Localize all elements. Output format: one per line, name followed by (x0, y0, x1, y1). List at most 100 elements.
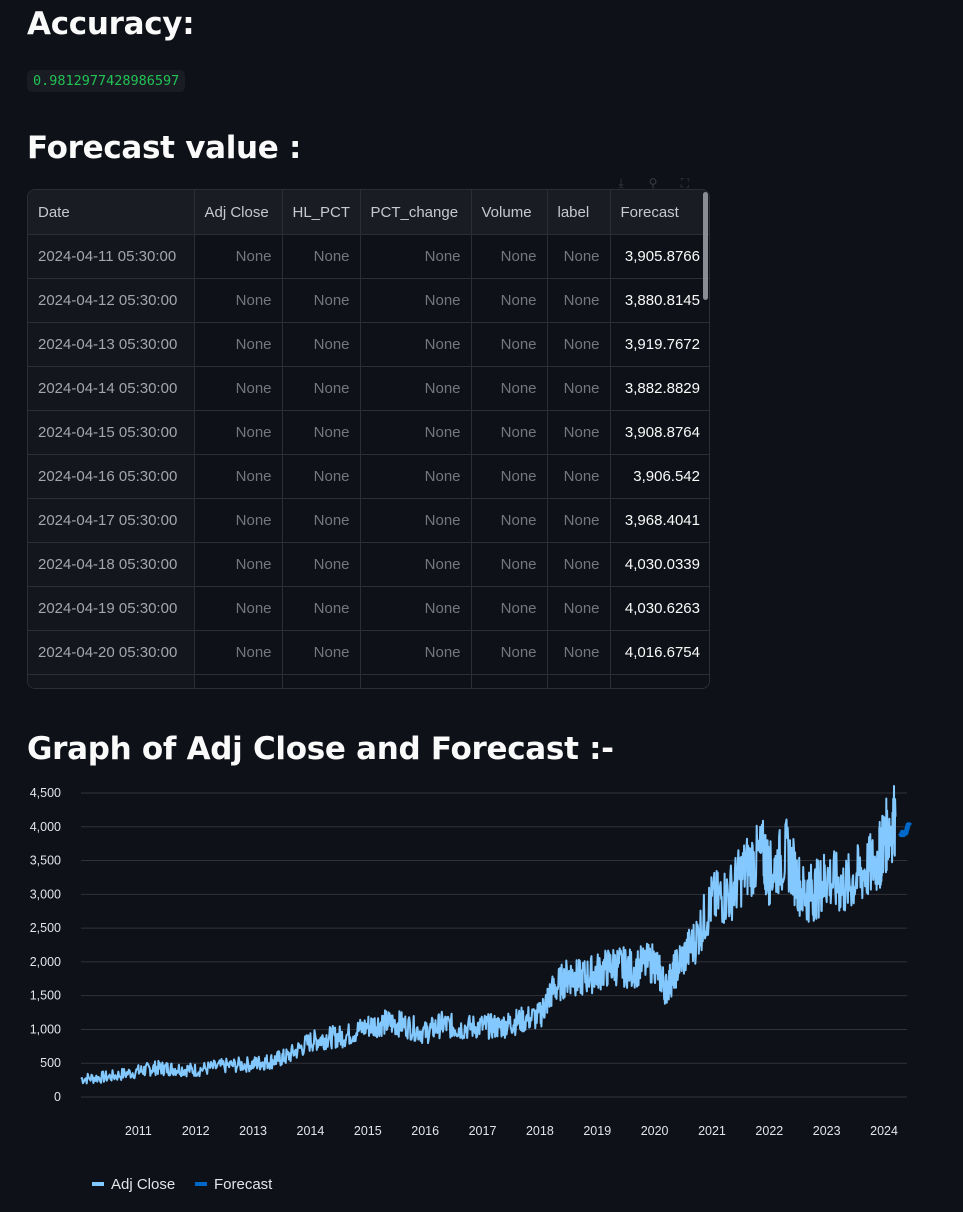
adj-close-forecast-chart[interactable]: 0 500 1,000 1,500 2,000 2,500 3,000 3,500 4,000 4… (0, 780, 963, 1200)
table-cell[interactable]: None (547, 234, 611, 279)
table-cell[interactable]: None (194, 586, 283, 631)
table-cell[interactable]: None (360, 498, 472, 543)
forecast-cell[interactable]: 3,919.7672 (610, 322, 709, 367)
table-cell[interactable]: None (282, 410, 361, 455)
table-cell[interactable]: None (547, 366, 611, 411)
forecast-cell[interactable]: 4,016.6754 (610, 630, 709, 675)
forecast-cell[interactable]: 3,905.8766 (610, 234, 709, 279)
column-header[interactable]: PCT_change (360, 190, 472, 235)
table-cell[interactable]: None (471, 586, 548, 631)
table-cell[interactable]: None (360, 454, 472, 499)
table-cell[interactable]: None (194, 278, 283, 323)
table-cell[interactable]: None (360, 410, 472, 455)
date-cell[interactable]: 2024-04-17 05:30:00 (28, 498, 195, 543)
table-row[interactable]: 2024-04-13 05:30:00 None None None None None 3… (28, 322, 709, 367)
table-row[interactable]: 2024-04-20 05:30:00 None None None None None 4… (28, 630, 709, 675)
table-cell[interactable]: None (471, 410, 548, 455)
fullscreen-icon[interactable]: ⛶ (680, 176, 690, 190)
column-header[interactable]: Volume (471, 190, 548, 235)
forecast-cell[interactable]: 4,030.0339 (610, 542, 709, 587)
date-cell[interactable] (28, 674, 195, 688)
table-cell[interactable]: None (547, 410, 611, 455)
table-row[interactable]: 2024-04-14 05:30:00 None None None None None 3… (28, 366, 709, 411)
table-cell[interactable]: None (282, 630, 361, 675)
forecast-cell[interactable]: 3,906.542 (610, 454, 709, 499)
table-row[interactable]: 2024-04-12 05:30:00 None None None None None 3… (28, 278, 709, 323)
table-cell[interactable]: None (194, 454, 283, 499)
table-scrollbar[interactable] (701, 190, 709, 688)
table-row[interactable]: 2024-04-11 05:30:00 None None None None None 3… (28, 234, 709, 279)
table-cell[interactable]: None (547, 630, 611, 675)
date-cell[interactable]: 2024-04-16 05:30:00 (28, 454, 195, 499)
table-cell[interactable]: None (282, 322, 361, 367)
table-cell[interactable]: None (194, 542, 283, 587)
table-cell[interactable] (360, 674, 472, 688)
forecast-cell[interactable]: 3,880.8145 (610, 278, 709, 323)
table-cell[interactable]: None (360, 542, 472, 587)
forecast-cell[interactable]: 3,908.8764 (610, 410, 709, 455)
table-cell[interactable] (194, 674, 283, 688)
scroll-thumb[interactable] (703, 192, 708, 300)
table-cell[interactable]: None (471, 454, 548, 499)
date-cell[interactable]: 2024-04-13 05:30:00 (28, 322, 195, 367)
column-header[interactable]: Forecast (610, 190, 709, 235)
table-cell[interactable]: None (194, 234, 283, 279)
table-cell[interactable]: None (471, 322, 548, 367)
table-cell[interactable]: None (360, 586, 472, 631)
table-cell[interactable]: None (194, 366, 283, 411)
table-cell[interactable]: None (282, 498, 361, 543)
table-cell[interactable]: None (282, 586, 361, 631)
table-cell[interactable]: None (547, 322, 611, 367)
table-row[interactable]: 2024-04-18 05:30:00 None None None None None 4… (28, 542, 709, 587)
forecast-cell[interactable]: 4,030.6263 (610, 586, 709, 631)
table-cell[interactable]: None (194, 630, 283, 675)
table-cell[interactable]: None (547, 278, 611, 323)
forecast-cell[interactable]: 3,968.4041 (610, 498, 709, 543)
column-header[interactable]: Adj Close (194, 190, 283, 235)
date-cell[interactable]: 2024-04-15 05:30:00 (28, 410, 195, 455)
date-cell[interactable]: 2024-04-11 05:30:00 (28, 234, 195, 279)
table-cell[interactable]: None (547, 454, 611, 499)
date-cell[interactable]: 2024-04-19 05:30:00 (28, 586, 195, 631)
table-cell[interactable]: None (360, 366, 472, 411)
table-cell[interactable] (471, 674, 548, 688)
date-cell[interactable]: 2024-04-12 05:30:00 (28, 278, 195, 323)
table-cell[interactable]: None (547, 586, 611, 631)
table-cell[interactable]: None (471, 542, 548, 587)
table-cell[interactable]: None (471, 498, 548, 543)
column-header[interactable]: HL_PCT (282, 190, 361, 235)
table-cell[interactable]: None (547, 542, 611, 587)
table-cell[interactable]: None (360, 278, 472, 323)
table-cell[interactable]: None (471, 234, 548, 279)
table-cell[interactable]: None (282, 278, 361, 323)
column-header[interactable]: Date (28, 190, 195, 235)
date-cell[interactable]: 2024-04-14 05:30:00 (28, 366, 195, 411)
table-cell[interactable] (282, 674, 361, 688)
table-row[interactable] (28, 674, 709, 688)
table-cell[interactable]: None (471, 630, 548, 675)
table-row[interactable]: 2024-04-16 05:30:00 None None None None None 3… (28, 454, 709, 499)
forecast-table[interactable]: Date Adj Close HL_PCT PCT_change Volume label… (27, 189, 710, 689)
table-row[interactable]: 2024-04-17 05:30:00 None None None None None 3… (28, 498, 709, 543)
table-cell[interactable]: None (282, 366, 361, 411)
table-cell[interactable]: None (194, 410, 283, 455)
forecast-cell[interactable]: 3,882.8829 (610, 366, 709, 411)
date-cell[interactable]: 2024-04-20 05:30:00 (28, 630, 195, 675)
table-row[interactable]: 2024-04-19 05:30:00 None None None None None 4… (28, 586, 709, 631)
table-cell[interactable]: None (360, 322, 472, 367)
table-cell[interactable]: None (471, 366, 548, 411)
table-cell[interactable]: None (282, 234, 361, 279)
download-icon[interactable]: ⤓ (618, 176, 624, 190)
date-cell[interactable]: 2024-04-18 05:30:00 (28, 542, 195, 587)
table-cell[interactable]: None (194, 498, 283, 543)
table-row[interactable]: 2024-04-15 05:30:00 None None None None None 3… (28, 410, 709, 455)
table-cell[interactable]: None (282, 454, 361, 499)
table-cell[interactable]: None (471, 278, 548, 323)
table-cell[interactable]: None (360, 630, 472, 675)
search-icon[interactable]: ⚲ (648, 176, 658, 190)
table-cell[interactable]: None (547, 498, 611, 543)
table-cell[interactable] (547, 674, 611, 688)
column-header[interactable]: label (547, 190, 611, 235)
table-cell[interactable]: None (282, 542, 361, 587)
forecast-cell[interactable] (610, 674, 709, 688)
